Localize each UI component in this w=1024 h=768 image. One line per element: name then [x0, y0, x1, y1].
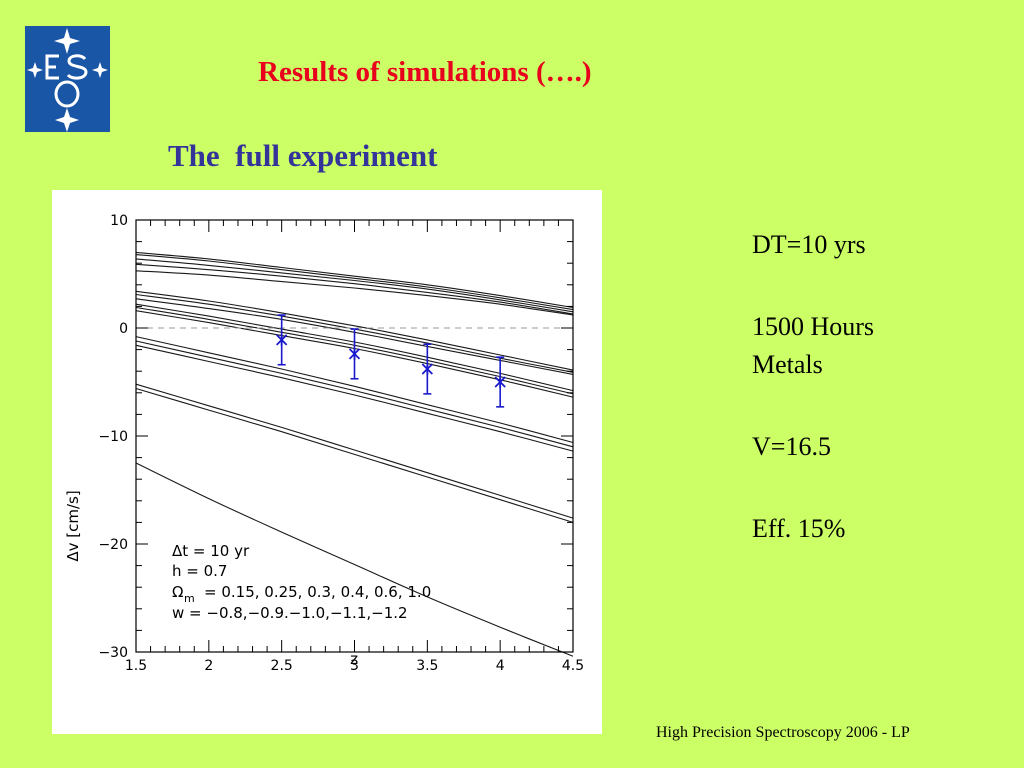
- slide-subtitle: The full experiment: [168, 138, 438, 173]
- y-tick-label: −10: [98, 429, 128, 445]
- star-icon: [55, 108, 79, 132]
- legend-line-dt: Δt = 10 yr: [172, 542, 250, 560]
- logo-letter-s: [66, 54, 88, 80]
- chart-panel: 1.5 2 2.5 3 3.5 4 4.5 10 0 −10 −20 −30 z Δv [cm/s] …: [52, 190, 602, 734]
- logo-letter-e: [45, 54, 59, 80]
- x-axis-label: z: [350, 650, 358, 668]
- model-line: [135, 290, 574, 371]
- star-icon: [27, 62, 43, 78]
- note-magnitude: V=16.5: [752, 432, 831, 461]
- note-dt: DT=10 yrs: [752, 230, 866, 259]
- model-line: [135, 383, 574, 519]
- note-spacer: [752, 264, 982, 308]
- x-tick-label: 1.5: [125, 658, 147, 674]
- x-tick-label: 3: [350, 658, 359, 674]
- axis-ticks: [135, 219, 574, 653]
- model-line: [135, 258, 574, 313]
- model-line: [135, 263, 574, 315]
- y-axis-label: Δv [cm/s]: [64, 490, 82, 561]
- model-lines: [135, 251, 574, 657]
- logo-letter-o: [54, 80, 80, 108]
- note-hours: 1500 Hours: [752, 312, 875, 341]
- note-metals: Metals: [752, 350, 823, 379]
- data-point: [276, 314, 288, 366]
- x-tick-label: 4: [496, 658, 505, 674]
- x-tick-label: 3.5: [416, 658, 438, 674]
- data-point: [348, 328, 361, 380]
- x-tick-label: 4.5: [562, 658, 584, 674]
- legend-line-w: w = −0.8,−0.9.−1.0,−1.1,−1.2: [172, 604, 408, 622]
- x-tick-label: 2: [204, 658, 213, 674]
- slide-footer: High Precision Spectroscopy 2006 - LP: [656, 724, 910, 741]
- y-tick-label: −20: [98, 537, 128, 553]
- star-icon: [54, 28, 80, 54]
- model-line: [135, 340, 574, 448]
- legend-line-omega-values: = 0.15, 0.25, 0.3, 0.4, 0.6, 1.0: [204, 583, 431, 601]
- y-tick-label: 0: [119, 321, 128, 337]
- note-spacer: [752, 384, 982, 428]
- tick-labels: 1.5 2 2.5 3 3.5 4 4.5 10 0 −10 −20 −30: [98, 213, 584, 674]
- note-spacer: [752, 466, 982, 510]
- model-line: [135, 270, 574, 316]
- data-point: [494, 356, 506, 408]
- legend-line-omega-subscript: m: [184, 592, 195, 605]
- side-notes: DT=10 yrs 1500 Hours Metals V=16.5 Eff. …: [752, 226, 982, 548]
- model-line: [135, 254, 574, 311]
- eso-logo-graphic: [27, 28, 108, 132]
- data-points: [276, 314, 506, 408]
- model-line: [135, 462, 574, 657]
- data-point: [421, 343, 433, 395]
- x-tick-label: 2.5: [271, 658, 293, 674]
- star-icon: [92, 62, 108, 78]
- legend-line-omega-symbol: Ω: [172, 583, 183, 601]
- slide-title: Results of simulations (….): [258, 56, 592, 88]
- y-tick-label: −30: [98, 645, 128, 661]
- eso-logo: [25, 26, 110, 132]
- model-line: [135, 387, 574, 523]
- legend-line-h: h = 0.7: [172, 562, 227, 580]
- model-line: [135, 251, 574, 309]
- model-line: [135, 336, 574, 444]
- note-efficiency: Eff. 15%: [752, 514, 846, 543]
- model-line: [135, 344, 574, 452]
- y-tick-label: 10: [110, 213, 128, 229]
- chart-legend: Δt = 10 yr h = 0.7 Ω m = 0.15, 0.25, 0.3…: [172, 542, 431, 622]
